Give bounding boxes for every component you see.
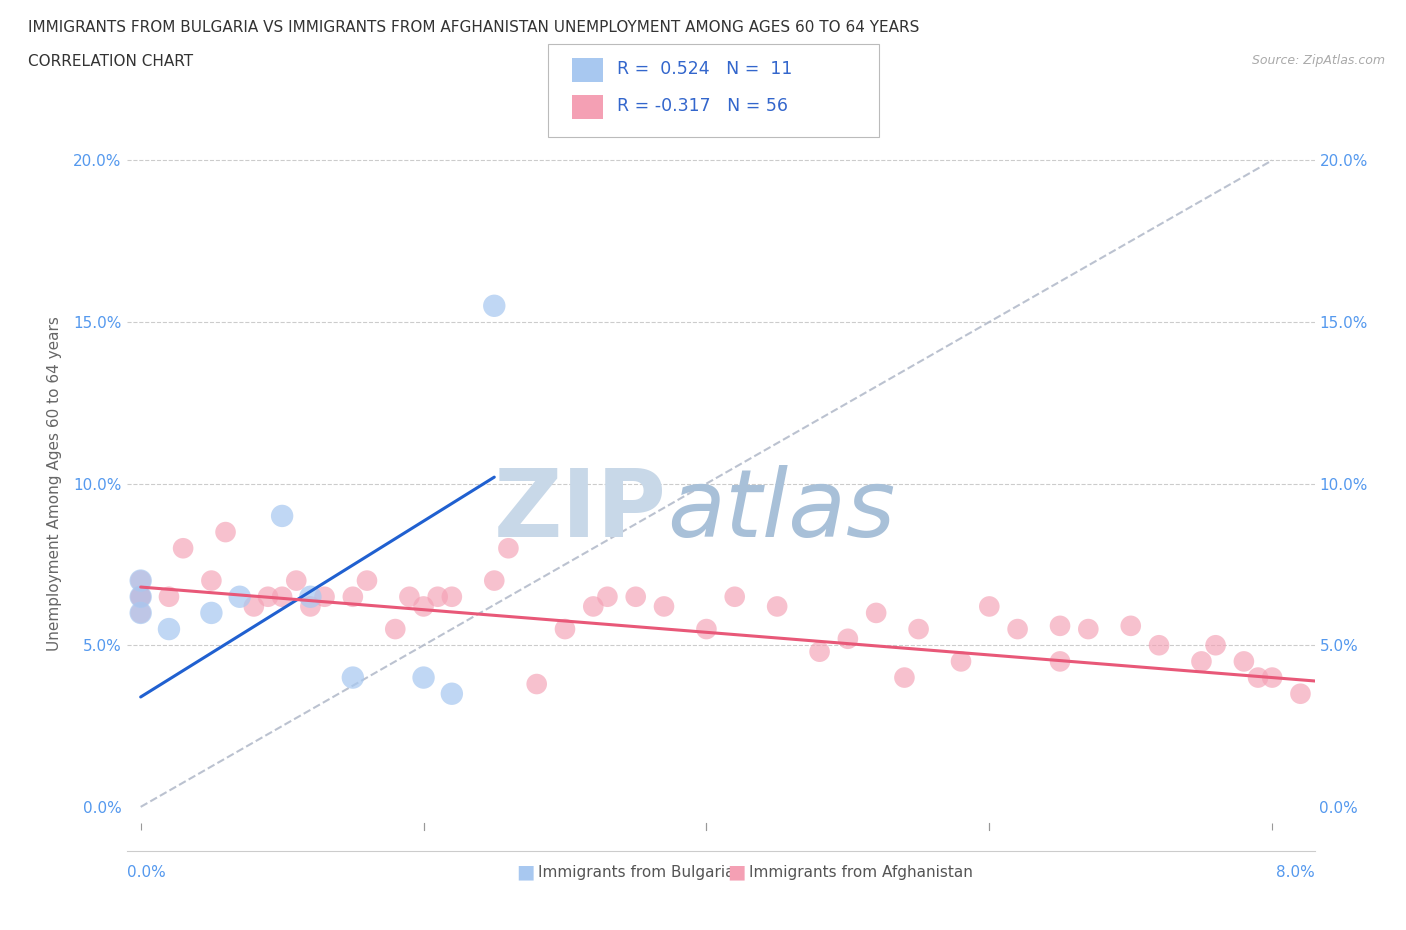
Point [582,599,605,614]
Point [837,631,859,646]
Point [129,590,152,604]
Text: ■: ■ [727,863,745,882]
Point [1077,621,1099,636]
Point [412,671,434,685]
Point [1261,671,1284,685]
Point [299,599,322,614]
Point [172,541,194,556]
Point [950,654,973,669]
Point [484,299,506,313]
Text: Immigrants from Afghanistan: Immigrants from Afghanistan [748,865,973,880]
Point [129,605,152,620]
Point [1247,671,1270,685]
Point [285,573,308,588]
Point [440,590,463,604]
Point [1233,654,1256,669]
Point [129,605,152,620]
Point [1374,686,1396,701]
Point [271,590,294,604]
Point [1049,618,1071,633]
Point [129,573,152,588]
Text: ■: ■ [516,863,534,882]
Point [129,573,152,588]
Point [299,590,322,604]
Point [129,590,152,604]
Point [214,525,236,539]
Point [129,590,152,604]
Text: R =  0.524   N =  11: R = 0.524 N = 11 [617,60,793,78]
Point [624,590,647,604]
Point [907,621,929,636]
Point [157,590,180,604]
Text: Source: ZipAtlas.com: Source: ZipAtlas.com [1251,54,1385,67]
Point [1007,621,1029,636]
Point [271,509,294,524]
Point [384,621,406,636]
Point [1049,654,1071,669]
Point [1147,638,1170,653]
Point [766,599,789,614]
Point [865,605,887,620]
Point [426,590,449,604]
Text: atlas: atlas [666,465,896,556]
Point [1205,638,1227,653]
Point [596,590,619,604]
Text: CORRELATION CHART: CORRELATION CHART [28,54,193,69]
Point [498,541,520,556]
Point [257,590,280,604]
Point [808,644,831,659]
Y-axis label: Unemployment Among Ages 60 to 64 years: Unemployment Among Ages 60 to 64 years [48,316,62,651]
Text: R = -0.317   N = 56: R = -0.317 N = 56 [617,97,789,115]
Point [356,573,378,588]
Point [893,671,915,685]
Point [526,677,548,692]
Point [228,590,250,604]
Point [979,599,1001,614]
Text: 8.0%: 8.0% [1275,865,1315,880]
Point [695,621,717,636]
Point [200,573,222,588]
Point [243,599,266,614]
Point [342,671,364,685]
Text: 0.0%: 0.0% [127,865,166,880]
Point [1402,677,1406,692]
Text: ZIP: ZIP [495,465,666,557]
Text: Immigrants from Bulgaria: Immigrants from Bulgaria [537,865,734,880]
Point [554,621,576,636]
Point [157,621,180,636]
Point [652,599,675,614]
Point [342,590,364,604]
Point [484,573,506,588]
Point [200,605,222,620]
Point [440,686,463,701]
Point [1331,671,1354,685]
Text: IMMIGRANTS FROM BULGARIA VS IMMIGRANTS FROM AFGHANISTAN UNEMPLOYMENT AMONG AGES : IMMIGRANTS FROM BULGARIA VS IMMIGRANTS F… [28,20,920,35]
Point [1289,686,1312,701]
Point [724,590,747,604]
Point [398,590,420,604]
Point [412,599,434,614]
Point [1119,618,1142,633]
Point [314,590,336,604]
Point [1191,654,1213,669]
